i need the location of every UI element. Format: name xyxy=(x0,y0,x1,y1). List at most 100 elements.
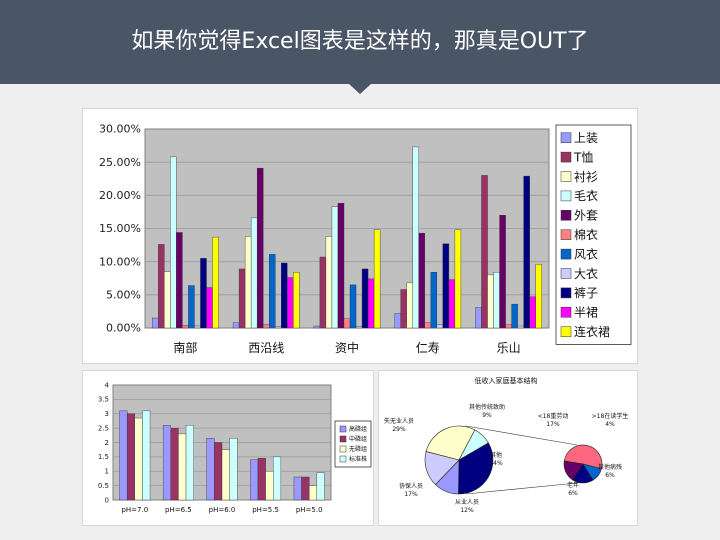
bar-上装 xyxy=(232,322,240,329)
y-tick-label: 4 xyxy=(105,381,110,389)
x-tick-label: pH=5.0 xyxy=(296,506,323,514)
slice-percent: 4% xyxy=(605,421,615,428)
bar-高磷组 xyxy=(206,437,215,501)
bar-中磷组 xyxy=(301,476,310,501)
bar-连衣裙 xyxy=(535,264,542,329)
bar-T恤 xyxy=(158,244,165,329)
legend-swatch xyxy=(560,326,572,337)
bar-衬衫 xyxy=(487,274,494,329)
y-tick-label: 30.00% xyxy=(99,123,141,136)
x-tick-label: 仁寿 xyxy=(416,341,440,355)
bar-外套 xyxy=(337,203,345,329)
bar-毛衣 xyxy=(412,146,419,329)
legend-swatch xyxy=(560,132,572,143)
bar-裤子 xyxy=(200,258,207,329)
bar-衬衫 xyxy=(406,282,413,329)
bar-高磷组 xyxy=(250,459,259,501)
legend-label: 大衣 xyxy=(574,266,598,281)
bar-中磷组 xyxy=(170,427,179,501)
family-pie-chart-panel: 低收入家庭基本结构 失无业人员 29% 其他传统致助 9% 其他 34% 从业人员 12% 协保人… xyxy=(378,370,638,526)
legend-swatch xyxy=(560,171,572,182)
slice-percent: 17% xyxy=(546,421,560,428)
legend-label: 棉衣 xyxy=(574,227,598,242)
legend-swatch xyxy=(560,210,572,221)
legend-label: 连衣裙 xyxy=(574,324,610,339)
legend-swatch xyxy=(560,190,572,202)
bar-T恤 xyxy=(238,268,246,329)
legend-swatch xyxy=(560,248,572,260)
legend-swatch xyxy=(560,268,572,279)
bar-毛衣 xyxy=(250,217,258,329)
y-tick-label: 25.00% xyxy=(99,156,141,169)
y-tick-label: 1.5 xyxy=(98,453,109,461)
slice-percent: 6% xyxy=(605,472,615,479)
y-tick-label: 2 xyxy=(105,439,109,447)
bar-中磷组 xyxy=(257,458,266,501)
connector-line xyxy=(465,425,578,446)
bar-中磷组 xyxy=(214,442,223,501)
bar-衬衫 xyxy=(164,271,171,329)
legend-swatch xyxy=(339,445,347,453)
bar-上装 xyxy=(313,325,321,329)
pie-title: 低收入家庭基本结构 xyxy=(475,376,538,385)
bar-标准株 xyxy=(316,472,325,501)
x-tick-label: 资中 xyxy=(335,340,359,355)
x-tick-label: pH=6.5 xyxy=(165,506,192,514)
bar-毛衣 xyxy=(170,156,177,329)
legend-label: 无磷组 xyxy=(349,445,367,453)
bar-标准株 xyxy=(273,456,282,501)
y-tick-label: 15.00% xyxy=(99,222,141,235)
bar-风衣 xyxy=(188,285,195,329)
slice-label: 失无业人员 xyxy=(384,417,414,425)
legend-swatch xyxy=(560,307,572,318)
slice-label: <18重劳动 xyxy=(538,412,569,420)
legend-label: 标准株 xyxy=(349,455,367,463)
bar-外套 xyxy=(176,232,183,329)
slice-label: 其他 xyxy=(490,451,502,459)
clothing-bar-chart-panel: 0.00% 5.00% 10.00% 15.00% 20.00% 25.00% 30.00%… xyxy=(82,108,638,364)
x-tick-label: pH=6.0 xyxy=(209,506,236,514)
bar-高磷组 xyxy=(119,410,128,501)
main-pie-slice xyxy=(425,425,476,461)
bar-大衣 xyxy=(436,324,444,329)
bar-T恤 xyxy=(400,289,407,329)
bar-标准株 xyxy=(142,410,151,501)
legend-label: 高磷组 xyxy=(349,425,367,433)
bar-衬衫 xyxy=(244,236,252,329)
bar-大衣 xyxy=(275,326,282,329)
x-tick-label: 西沿线 xyxy=(248,341,284,355)
bar-衬衫 xyxy=(325,236,333,329)
bar-连衣裙 xyxy=(454,229,462,329)
bar-外套 xyxy=(256,167,264,329)
legend-swatch xyxy=(339,425,347,433)
slice-label: 其他传统致助 xyxy=(469,403,505,411)
ph-bar-chart: 0 0.5 1 1.5 2 2.5 3 3.5 4 pH=7.0 pH=6.5 pH=6.0 pH=5.… xyxy=(98,381,372,514)
ph-bar-chart-panel: 0 0.5 1 1.5 2 2.5 3 3.5 4 pH=7.0 pH=6.5 pH=6.0 pH=5.… xyxy=(82,370,374,526)
y-tick-label: 1 xyxy=(105,468,109,476)
bar-T恤 xyxy=(319,256,327,329)
bar-连衣裙 xyxy=(373,229,381,329)
bar-棉衣 xyxy=(262,324,270,329)
slice-percent: 29% xyxy=(392,426,406,433)
legend-label: 外套 xyxy=(574,209,598,223)
page-title: 如果你觉得Excel图表是这样的，那真是OUT了 xyxy=(131,29,589,54)
bar-风衣 xyxy=(430,272,438,329)
legend-label: 风衣 xyxy=(574,246,598,261)
y-tick-label: 0 xyxy=(105,496,109,504)
bar-裤子 xyxy=(442,243,450,329)
bar-连衣裙 xyxy=(293,272,300,329)
slice-percent: 9% xyxy=(482,412,492,419)
bar-半裙 xyxy=(448,279,456,329)
bar-裤子 xyxy=(523,175,530,329)
connector-line xyxy=(465,482,578,495)
bar-大衣 xyxy=(517,325,524,329)
bar-棉衣 xyxy=(424,322,432,329)
bar-无磷组 xyxy=(178,433,187,501)
legend-label: 裤子 xyxy=(574,286,598,300)
legend-label: 半裙 xyxy=(574,306,598,320)
legend-label: 上装 xyxy=(574,131,598,145)
slice-percent: 12% xyxy=(460,507,474,514)
y-tick-label: 3 xyxy=(105,410,109,418)
slice-percent: 34% xyxy=(489,460,503,467)
